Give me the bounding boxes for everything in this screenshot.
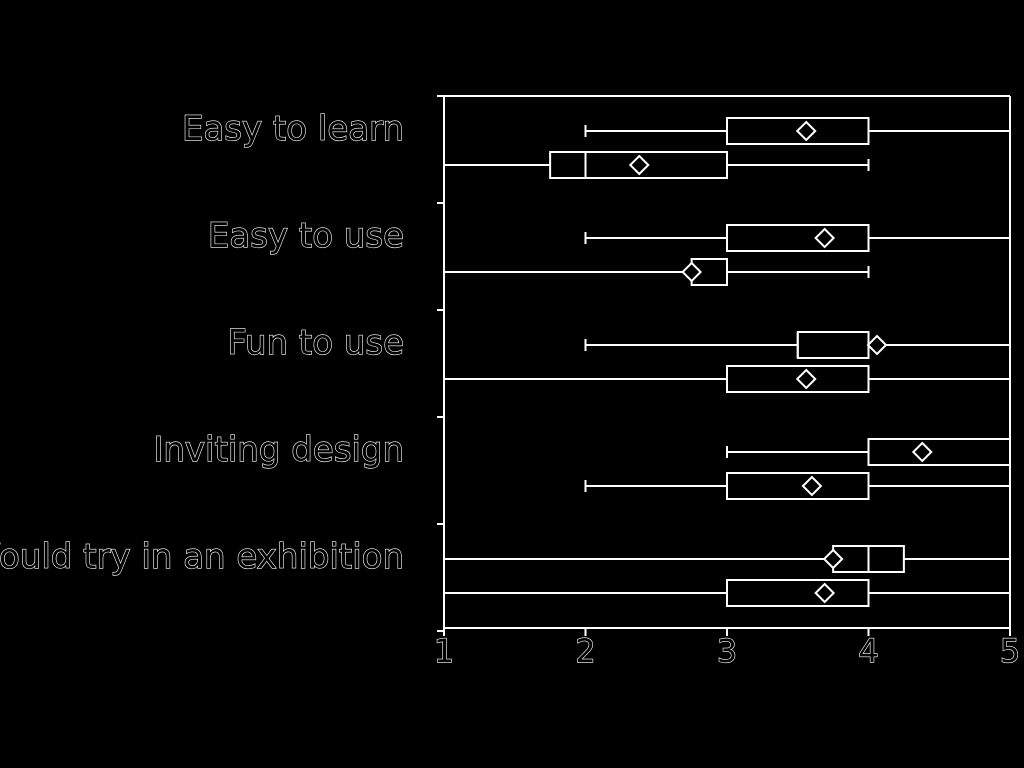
mean-marker: [801, 475, 823, 497]
mean-marker: [628, 154, 650, 176]
category-label: Inviting design: [153, 430, 404, 470]
mean-marker: [822, 548, 844, 570]
box-plot-item: [443, 151, 870, 179]
category-label: Easy to use: [208, 216, 404, 256]
box-plot-item: [584, 331, 1011, 359]
iqr-box: [549, 151, 728, 179]
box-plot-item: [443, 579, 1011, 607]
category-label: Easy to learn: [182, 109, 404, 149]
box-plot-item: [443, 365, 1011, 393]
mean-marker: [866, 334, 888, 356]
box-plot-item: [584, 472, 1011, 500]
x-tick-label: 5: [1000, 632, 1020, 670]
mean-marker: [814, 227, 836, 249]
x-tick-label: 2: [575, 632, 595, 670]
mean-marker: [911, 441, 933, 463]
mean-marker: [814, 582, 836, 604]
box-plot-item: [584, 117, 1011, 145]
box-plot-item: [726, 438, 1011, 466]
mean-marker: [681, 261, 703, 283]
category-label: Fun to use: [227, 323, 404, 363]
box-plot-item: [443, 545, 1011, 573]
box-plot-item: [584, 224, 1011, 252]
mean-marker: [795, 368, 817, 390]
category-labels: Easy to learn Easy to use Fun to use Inviti…: [0, 108, 405, 577]
category-label: Would try in an exhibition: [0, 537, 404, 577]
x-tick-label: 1: [434, 632, 454, 670]
x-tick-label: 3: [717, 632, 737, 670]
mean-marker: [795, 120, 817, 142]
box-series: [443, 117, 1011, 607]
x-axis-ticks: 1 2 3 4 5: [433, 628, 1021, 671]
x-tick-label: 4: [858, 632, 878, 670]
box-plot-item: [443, 258, 870, 286]
